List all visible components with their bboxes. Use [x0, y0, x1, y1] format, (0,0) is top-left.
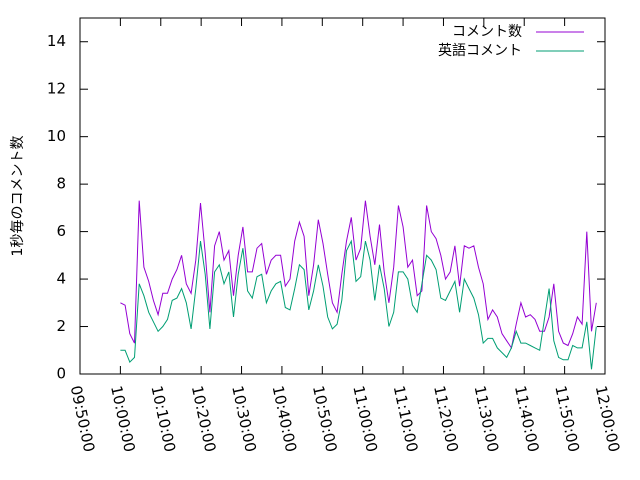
x-tick-label: 09:50:00 [67, 384, 99, 454]
x-tick-label: 10:40:00 [269, 384, 301, 454]
y-tick-label: 4 [56, 270, 66, 288]
x-tick-label: 11:00:00 [349, 384, 381, 454]
x-tick-label: 10:20:00 [188, 384, 220, 454]
series-line [120, 239, 597, 370]
x-tick-label: 10:10:00 [147, 384, 179, 454]
series-line [120, 200, 597, 350]
x-tick-label: 11:50:00 [551, 384, 583, 454]
y-tick-label: 8 [56, 175, 66, 193]
legend-label: 英語コメント [438, 42, 522, 59]
x-tick-label: 11:40:00 [511, 384, 543, 454]
x-tick-label: 10:00:00 [107, 384, 139, 454]
x-tick-label: 10:50:00 [309, 384, 341, 454]
y-tick-label: 12 [47, 80, 66, 98]
x-tick-label: 11:10:00 [390, 384, 422, 454]
x-tick-label: 10:30:00 [228, 384, 260, 454]
y-tick-label: 6 [56, 222, 66, 240]
legend-label: コメント数 [452, 24, 522, 40]
y-axis-label: 1秒毎のコメント数 [10, 136, 26, 257]
plot-frame [79, 17, 606, 375]
x-tick-label: 11:20:00 [430, 384, 462, 454]
x-tick-label: 11:30:00 [471, 384, 503, 454]
y-tick-label: 10 [47, 127, 66, 145]
y-tick-label: 0 [56, 365, 66, 383]
y-tick-label: 14 [47, 32, 66, 50]
y-tick-label: 2 [56, 317, 66, 335]
x-tick-label: 12:00:00 [592, 384, 624, 454]
